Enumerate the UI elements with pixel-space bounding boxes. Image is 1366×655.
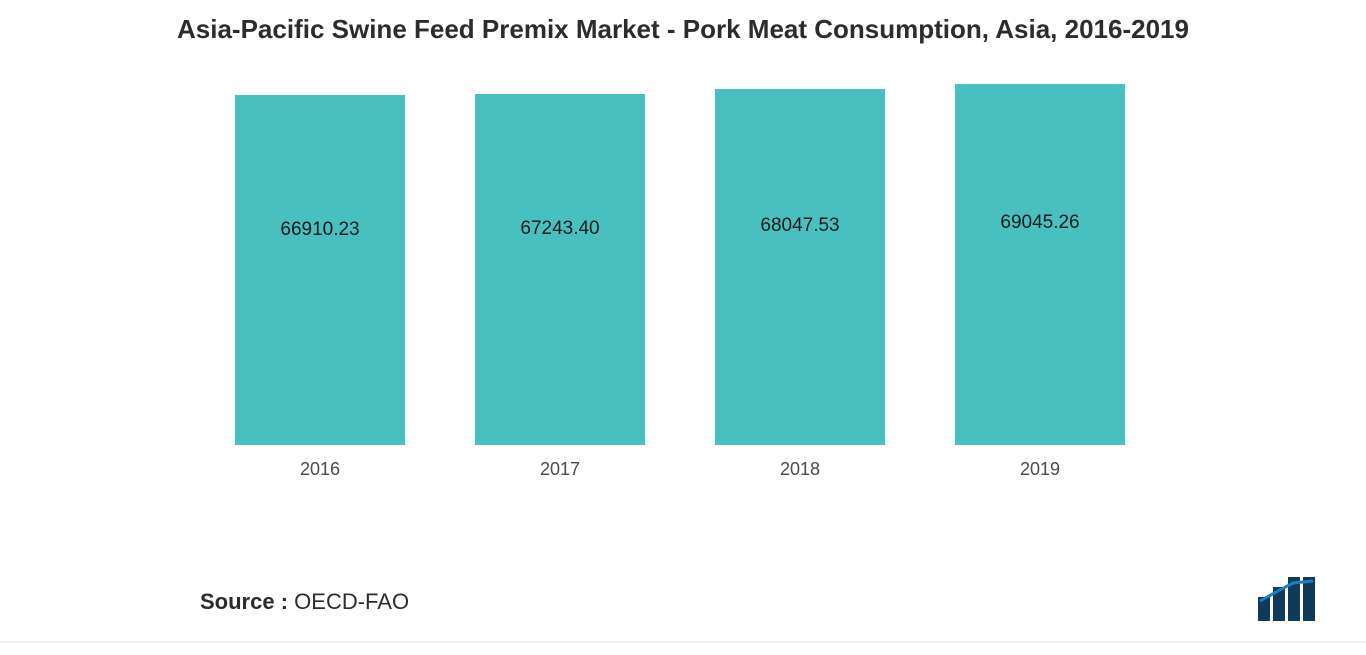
source-attribution: Source : OECD-FAO	[200, 589, 409, 615]
footer-rule	[0, 641, 1366, 643]
bar-value-label: 69045.26	[955, 212, 1125, 234]
mi-logo	[1258, 577, 1324, 621]
bar-value-label: 68047.53	[715, 215, 885, 237]
x-axis-tick: 2019	[1020, 459, 1060, 480]
bar: 68047.53	[715, 89, 885, 445]
bar: 66910.23	[235, 95, 405, 445]
x-axis-tick: 2016	[300, 459, 340, 480]
bar-slot: 67243.40 2017	[440, 94, 680, 480]
chart-title: Asia-Pacific Swine Feed Premix Market - …	[0, 14, 1366, 45]
x-axis-tick: 2017	[540, 459, 580, 480]
bar-slot: 69045.26 2019	[920, 84, 1160, 480]
mi-logo-bars	[1258, 577, 1315, 621]
x-axis-tick: 2018	[780, 459, 820, 480]
source-value: OECD-FAO	[294, 589, 409, 614]
bar: 67243.40	[475, 94, 645, 445]
bar-value-label: 66910.23	[235, 219, 405, 241]
source-label: Source :	[200, 589, 288, 614]
bar-slot: 66910.23 2016	[200, 95, 440, 480]
bar-value-label: 67243.40	[475, 218, 645, 240]
bar-chart: 66910.23 2016 67243.40 2017 68047.53 2018 6904…	[200, 110, 1160, 480]
bar-slot: 68047.53 2018	[680, 89, 920, 480]
bar: 69045.26	[955, 84, 1125, 445]
